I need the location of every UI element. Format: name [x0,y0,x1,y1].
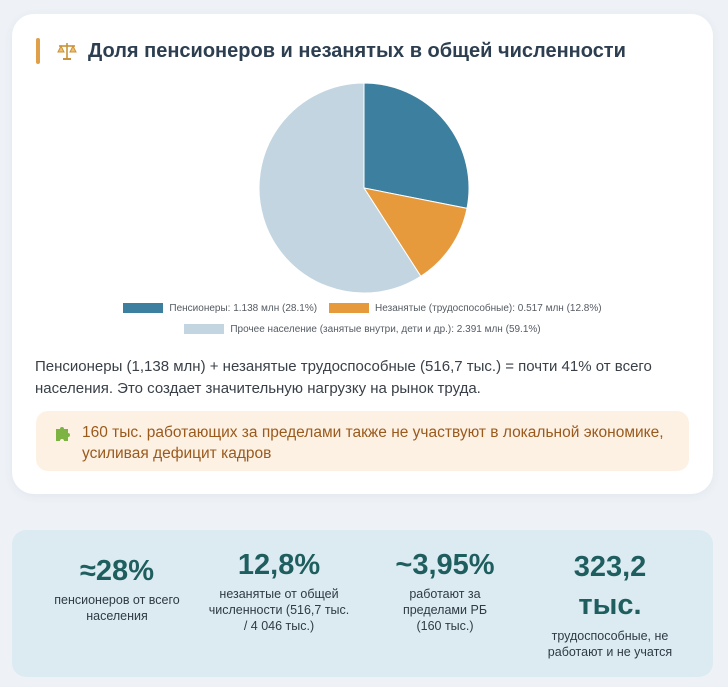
pie-slice-2 [259,82,422,294]
stat-value: 12,8% [237,549,321,581]
legend-label: Прочее население (занятые внутри, дети и… [230,323,541,335]
stat-unemployed: 12,8% незанятые от общей численности (51… [204,548,354,634]
callout-text: 160 тыс. работающих за пределами также н… [82,424,664,462]
stat-value: 323,2 тыс. [573,551,647,621]
puzzle-icon [54,422,76,460]
pie-chart [259,82,469,294]
stat-label: трудоспособные, не работают и не учатся [547,629,673,659]
pie-slice-0 [363,82,469,209]
chart-legend: Пенсионеры: 1.138 млн (28.1%) Незанятые … [12,299,713,341]
card-title: Доля пенсионеров и незанятых в общей чис… [88,40,626,62]
legend-item-other: Прочее население (занятые внутри, дети и… [184,323,541,335]
legend-swatch [123,303,164,313]
legend-label: Пенсионеры: 1.138 млн (28.1%) [169,302,318,314]
summary-paragraph: Пенсионеры (1,138 млн) + незанятые трудо… [35,358,652,397]
legend-swatch [329,303,370,313]
legend-swatch [184,324,225,334]
stat-abroad: ~3,95% работают за пределами РБ (160 тыс… [370,548,520,634]
stat-label: работают за пределами РБ (160 тыс.) [402,587,488,633]
stat-value: ≈28% [80,555,154,587]
balance-scale-icon [54,38,80,64]
stat-value: ~3,95% [395,549,495,581]
pie-slice-1 [362,187,468,277]
legend-item-pensioners: Пенсионеры: 1.138 млн (28.1%) [123,303,317,314]
stat-pensioners: ≈28% пенсионеров от всего населения [32,554,202,624]
legend-item-unemployed: Незанятые (трудоспособные): 0.517 млн (1… [329,303,602,314]
title-accent-bar [36,38,40,64]
stat-label: незанятые от общей численности (516,7 ты… [208,587,350,633]
stat-label: пенсионеров от всего населения [54,593,180,623]
stats-panel: ≈28% пенсионеров от всего населения 12,8… [12,530,713,677]
legend-label: Незанятые (трудоспособные): 0.517 млн (1… [375,302,602,314]
callout-box: 160 тыс. работающих за пределами также н… [36,411,689,471]
pensioners-card: Доля пенсионеров и незанятых в общей чис… [12,14,713,494]
stat-neet: 323,2 тыс. трудоспособные, не работают и… [530,548,690,660]
